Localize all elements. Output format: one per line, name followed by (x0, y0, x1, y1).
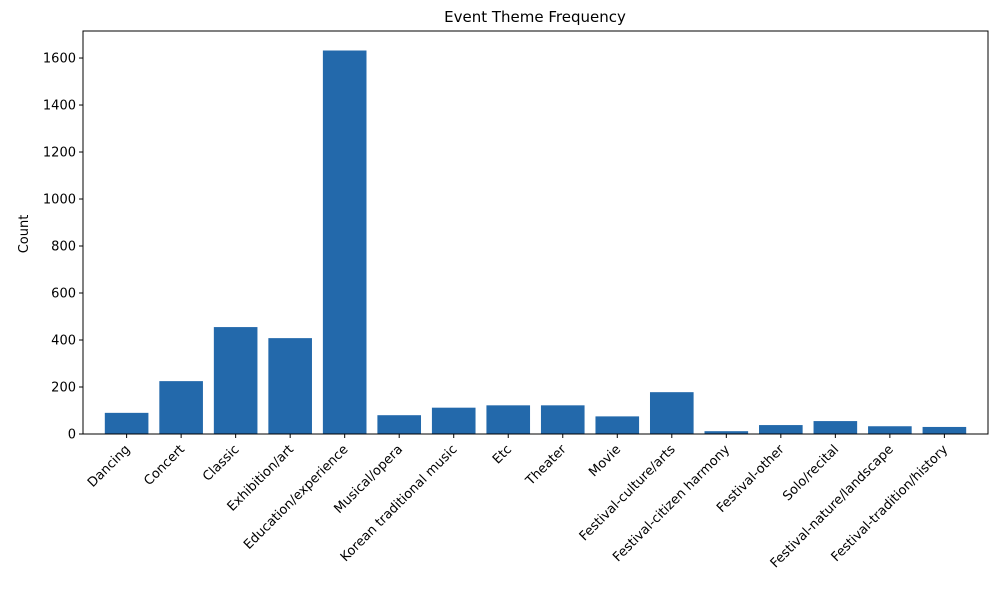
y-tick-label: 800 (51, 240, 76, 255)
bar-11 (704, 431, 749, 434)
x-tick-label: Concert (141, 442, 188, 489)
x-tick-label: Theater (522, 442, 570, 490)
bar-15 (922, 426, 967, 434)
x-tick-label: Etc (490, 442, 515, 467)
y-tick-label: 400 (51, 334, 76, 349)
x-tick-label: Festival-tradition/history (829, 442, 952, 565)
x-tick-label: Dancing (85, 442, 133, 490)
x-tick-label: Festival-culture/arts (577, 442, 679, 544)
plot-frame (82, 30, 989, 435)
chart-title: Event Theme Frequency (444, 8, 626, 26)
bar-1 (159, 381, 203, 434)
y-tick-label: 1600 (43, 52, 76, 67)
x-tick-label: Movie (586, 442, 624, 480)
bars-group (104, 50, 967, 434)
y-tick-label: 1000 (43, 193, 76, 208)
bar-5 (377, 415, 422, 434)
bar-8 (540, 405, 585, 434)
bar-0 (104, 412, 149, 434)
y-ticks-group: 0 200 400 600 800 1000 1200 1400 1600 (43, 52, 83, 443)
bar-4 (322, 50, 367, 434)
y-tick-label: 1200 (43, 146, 76, 161)
bar-6 (431, 407, 476, 434)
x-tick-label: Korean traditional music (338, 442, 461, 565)
x-tick-label: Classic (200, 442, 242, 484)
x-tick-label: Education/experience (241, 442, 351, 552)
x-ticks-group: Dancing Concert ClassicExhibition/artEduca… (85, 434, 951, 571)
y-axis-label: Count (17, 215, 32, 254)
bar-14 (868, 426, 912, 434)
y-tick-label: 1400 (43, 99, 76, 114)
bar-7 (486, 405, 531, 434)
bar-12 (759, 425, 803, 434)
y-tick-label: 600 (51, 287, 76, 302)
bar-10 (649, 392, 694, 434)
bar-9 (595, 416, 640, 434)
bar-13 (813, 421, 858, 434)
y-tick-label: 200 (51, 381, 76, 396)
y-tick-label: 0 (68, 428, 76, 443)
bar-2 (213, 327, 258, 434)
bar-3 (268, 338, 312, 434)
